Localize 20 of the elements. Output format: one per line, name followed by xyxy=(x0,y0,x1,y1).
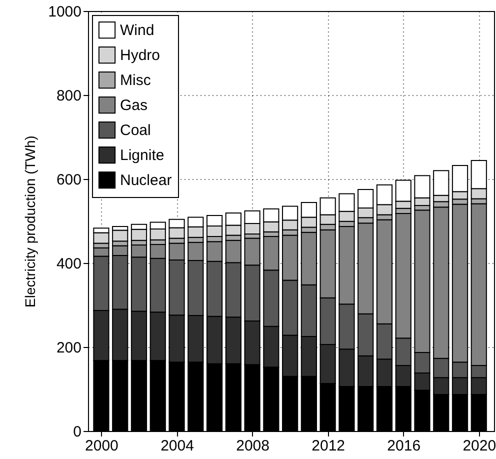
legend-label: Misc xyxy=(120,72,152,89)
x-tick-label: 2004 xyxy=(160,438,194,454)
legend-label: Wind xyxy=(120,22,154,39)
y-tick-label: 600 xyxy=(56,172,82,188)
x-tick-label: 2020 xyxy=(462,438,496,454)
legend-label: Coal xyxy=(120,122,151,139)
x-tick-label: 2008 xyxy=(236,438,270,454)
y-tick-label: 800 xyxy=(56,88,82,104)
x-tick-label: 2016 xyxy=(387,438,421,454)
y-tick-label: 0 xyxy=(73,424,82,440)
x-tick-label: 2000 xyxy=(85,438,118,454)
legend-label: Hydro xyxy=(120,47,160,64)
legend-label: Nuclear xyxy=(120,172,172,189)
y-tick-label: 1000 xyxy=(48,4,82,20)
y-axis-title: Electricity production (TWh) xyxy=(22,136,38,308)
legend-label: Lignite xyxy=(120,147,164,164)
y-tick-label: 400 xyxy=(56,256,82,272)
y-tick-label: 200 xyxy=(56,340,82,356)
x-tick-label: 2012 xyxy=(312,438,346,454)
legend-label: Gas xyxy=(120,97,148,114)
